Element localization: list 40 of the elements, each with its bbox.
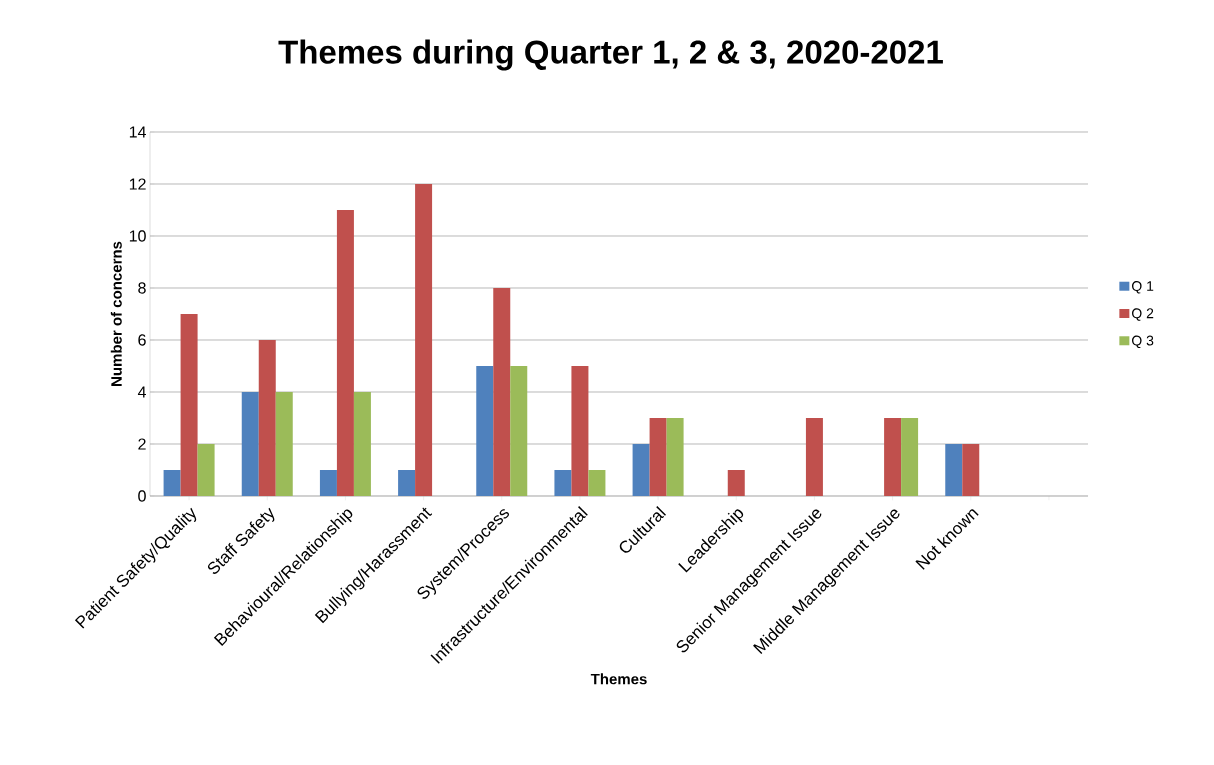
y-tick-label: 2 <box>138 438 146 450</box>
bar <box>962 444 980 496</box>
x-axis-title: Themes <box>590 673 647 685</box>
bar <box>554 470 572 496</box>
bar <box>493 287 511 496</box>
y-tick-label: 6 <box>138 334 146 346</box>
y-tick-label: 12 <box>129 178 146 190</box>
y-tick-label: 10 <box>129 230 146 242</box>
y-tick-label: 8 <box>138 282 146 294</box>
bar <box>901 418 919 496</box>
bar <box>275 392 293 496</box>
y-axis-title: Number of concerns <box>110 241 122 386</box>
bar <box>415 184 433 496</box>
bar <box>398 470 416 496</box>
bar <box>571 366 589 496</box>
bar <box>884 418 902 496</box>
bar <box>588 470 606 496</box>
chart-title: Themes during Quarter 1, 2 & 3, 2020-2021 <box>278 39 943 71</box>
bar <box>258 340 276 496</box>
bar <box>666 418 684 496</box>
bar <box>805 418 823 496</box>
bar <box>476 366 494 496</box>
y-tick-label: 14 <box>129 126 146 138</box>
bar <box>197 444 215 496</box>
bar <box>510 366 528 496</box>
legend-label: Q 2 <box>1132 308 1154 321</box>
y-tick-label: 4 <box>137 386 146 398</box>
bar <box>649 418 667 496</box>
legend-label: Q 3 <box>1132 335 1154 349</box>
y-tick-label: 0 <box>138 490 146 502</box>
bar <box>319 470 337 496</box>
bar <box>632 444 650 496</box>
bar <box>241 392 259 496</box>
legend-label: Q 1 <box>1132 281 1154 294</box>
bar <box>336 210 354 496</box>
bar <box>163 470 181 496</box>
bar <box>353 392 371 496</box>
bar <box>727 470 745 496</box>
bar <box>180 313 198 496</box>
bar <box>945 444 963 496</box>
